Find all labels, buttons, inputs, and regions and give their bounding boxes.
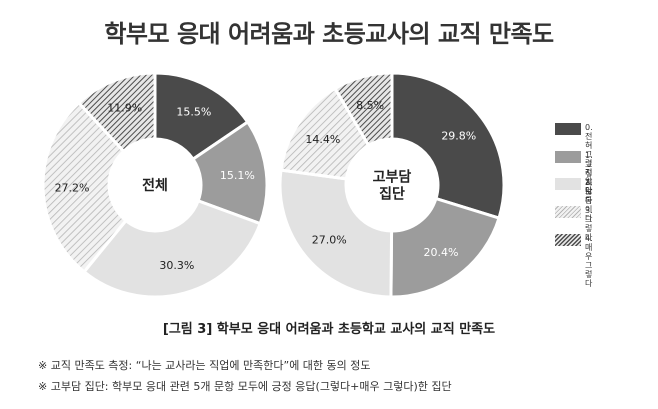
legend-swatch-3 [555,206,581,218]
legend-label-1: 1. 그렇지 않다 [585,151,593,205]
legend-swatch-1 [555,151,581,163]
center-label-1-0: 고부담 [373,169,412,186]
donut-slice-1-1 [389,196,501,299]
data-label-1-2: 27.0% [312,233,347,246]
legend-label-4: 4. 매우 그렇다 [585,234,593,288]
figure-caption: [그림 3] 학부모 응대 어려움과 초등학교 교사의 교직 만족도 [162,322,496,337]
page-title: 학부모 응대 어려움과 초등교사의 교직 만족도 [104,20,554,48]
data-label-0-3: 27.2% [55,182,90,195]
note-measurement: ※ 교직 만족도 측정: “나는 교사라는 직업에 만족한다”에 대한 동의 정… [38,359,371,372]
data-label-1-1: 20.4% [423,246,458,259]
data-label-0-0: 15.5% [176,106,211,119]
donut-chart-overall: 15.5% 15.1% 30.3% 27.2% 11.9% 전체 [41,71,269,299]
legend-swatch-2 [555,178,581,190]
donut-slice-0-1 [190,119,269,226]
center-label-0-0: 전체 [142,177,168,194]
donut-slice-0-3 [41,100,129,274]
data-label-0-2: 30.3% [159,259,194,272]
data-label-1-0: 29.8% [441,130,476,143]
center-label-1-1: 집단 [379,186,405,203]
donut-slice-0-4 [76,71,157,154]
note-high-burden-group: ※ 고부담 집단: 학부모 응대 관련 5개 문항 모두에 긍정 응답(그렇다+… [38,380,452,393]
legend-label-3: 3. 그렇다 [585,206,593,242]
legend-swatch-4 [555,234,581,246]
data-label-0-1: 15.1% [220,169,255,182]
donut-slice-1-2 [278,168,394,299]
data-label-1-3: 14.4% [305,133,340,146]
data-label-0-4: 11.9% [107,102,142,115]
data-label-1-4: 8.5% [356,99,384,112]
legend-label-2: 2. 보통이다 [585,178,593,223]
legend-swatch-0 [555,123,581,135]
donut-slice-1-4 [332,71,394,148]
legend-label-0: 0. 전혀 그렇지 않다 [585,123,593,195]
donut-slice-0-2 [82,198,263,299]
donut-slice-1-0 [390,71,506,220]
